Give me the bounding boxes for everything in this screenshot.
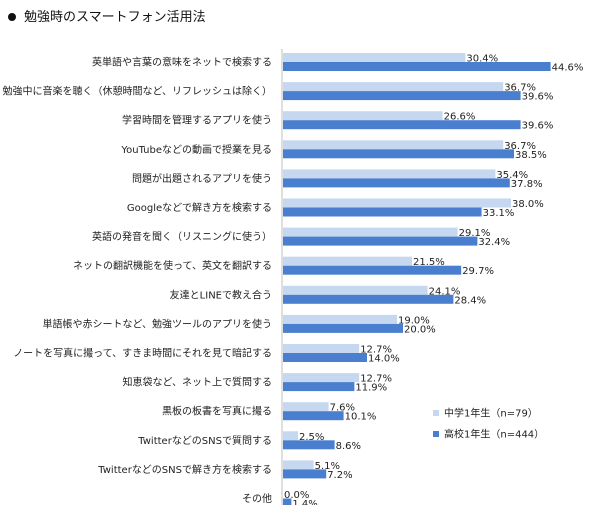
legend-label: 高校1年生（n=444） <box>444 428 544 441</box>
category-label: 学習時間を管理するアプリを使う <box>122 114 272 127</box>
bullet-icon <box>8 12 16 21</box>
bar <box>283 353 367 362</box>
data-label: 5.1% <box>315 461 340 472</box>
bar <box>283 440 335 450</box>
bar <box>283 285 428 295</box>
bar <box>283 120 521 130</box>
bar <box>283 382 355 392</box>
data-label: 44.6% <box>552 63 584 74</box>
bar <box>283 53 466 62</box>
bar <box>283 140 504 150</box>
bar <box>283 323 403 333</box>
data-label: 36.7% <box>504 141 536 152</box>
category-label: 知恵袋など、ネット上で質問する <box>123 376 273 389</box>
bar <box>283 82 504 92</box>
data-label: 39.6% <box>522 121 554 132</box>
category-label: TwitterなどのSNSで質問する <box>137 434 272 447</box>
data-label: 8.6% <box>336 441 361 452</box>
bar <box>283 207 482 217</box>
category-label: 友達とLINEで教え合う <box>170 288 272 301</box>
category-label: ノートを写真に撮って、すきま時間にそれを見て暗記する <box>13 347 272 360</box>
bar <box>283 149 514 159</box>
data-label: 35.4% <box>496 170 528 181</box>
bar <box>283 411 344 421</box>
data-label: 39.6% <box>522 92 554 103</box>
data-label: 11.9% <box>355 383 387 394</box>
data-label: 32.4% <box>478 237 510 248</box>
bar <box>283 373 360 383</box>
data-label: 30.4% <box>466 54 498 65</box>
category-label: 勉強中に音楽を聴く（休憩時間など、リフレッシュは除く） <box>3 85 273 98</box>
category-label: TwitterなどのSNSで解き方を検索する <box>97 463 272 476</box>
category-label: 問題が出題されるアプリを使う <box>132 172 272 185</box>
chart-title-text: 勉強時のスマートフォン活用法 <box>24 10 206 25</box>
bar <box>283 460 314 470</box>
bar <box>283 469 327 479</box>
data-label: 19.0% <box>398 315 430 326</box>
bar <box>283 198 511 208</box>
data-label: 0.0% <box>284 490 309 501</box>
bar <box>283 314 397 324</box>
category-label: 単語帳や赤シートなど、勉強ツールのアプリを使う <box>43 317 273 330</box>
category-label: 英単語や言葉の意味をネットで検索する <box>92 56 272 69</box>
bar <box>283 236 478 246</box>
bar <box>283 62 551 71</box>
bar <box>283 227 458 237</box>
data-label: 26.6% <box>444 112 476 123</box>
data-label: 36.7% <box>504 83 536 94</box>
category-label: その他 <box>242 492 272 505</box>
category-label: 黒板の板書を写真に撮る <box>162 405 272 418</box>
bar <box>283 431 298 441</box>
data-label: 12.7% <box>360 345 392 356</box>
bar <box>283 498 292 505</box>
data-label: 7.2% <box>327 470 352 481</box>
bar <box>283 294 454 304</box>
legend-swatch <box>433 431 439 437</box>
category-label: 英語の発音を聞く（リスニングに使う） <box>92 230 272 243</box>
data-label: 24.1% <box>429 286 461 297</box>
data-label: 14.0% <box>368 354 400 365</box>
data-label: 38.5% <box>515 150 547 161</box>
legend-label: 中学1年生（n=79） <box>444 407 538 420</box>
data-label: 2.5% <box>299 432 324 443</box>
bar <box>283 256 412 266</box>
data-label: 29.1% <box>459 228 491 239</box>
data-label: 20.0% <box>404 324 436 335</box>
category-label: YouTubeなどの動画で授業を見る <box>120 143 272 156</box>
data-label: 1.4% <box>292 499 317 505</box>
category-label: Googleなどで解き方を検索する <box>127 201 272 214</box>
bar <box>283 402 329 412</box>
bar <box>283 178 510 188</box>
data-label: 28.4% <box>454 295 486 306</box>
legend-swatch <box>433 410 439 416</box>
category-label: ネットの翻訳機能を使って、英文を翻訳する <box>73 259 272 272</box>
data-label: 33.1% <box>483 208 515 219</box>
chart-title: 勉強時のスマートフォン活用法 <box>8 6 206 25</box>
bar <box>283 265 462 275</box>
data-label: 37.8% <box>511 179 543 190</box>
bar <box>283 169 496 179</box>
data-label: 12.7% <box>360 374 392 385</box>
data-label: 21.5% <box>413 257 445 268</box>
data-label: 7.6% <box>330 403 355 414</box>
bar <box>283 91 521 101</box>
bar <box>283 111 443 121</box>
data-label: 29.7% <box>462 266 494 277</box>
data-label: 38.0% <box>512 199 544 210</box>
bar <box>283 344 360 353</box>
data-label: 10.1% <box>345 412 377 423</box>
